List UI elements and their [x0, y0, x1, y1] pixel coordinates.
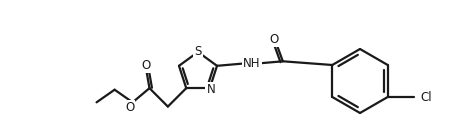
Text: O: O: [125, 101, 134, 114]
Text: N: N: [206, 83, 215, 96]
Text: NH: NH: [243, 57, 260, 70]
Text: Cl: Cl: [419, 90, 431, 104]
Text: O: O: [269, 33, 278, 46]
Text: S: S: [194, 45, 201, 58]
Text: O: O: [141, 59, 150, 72]
